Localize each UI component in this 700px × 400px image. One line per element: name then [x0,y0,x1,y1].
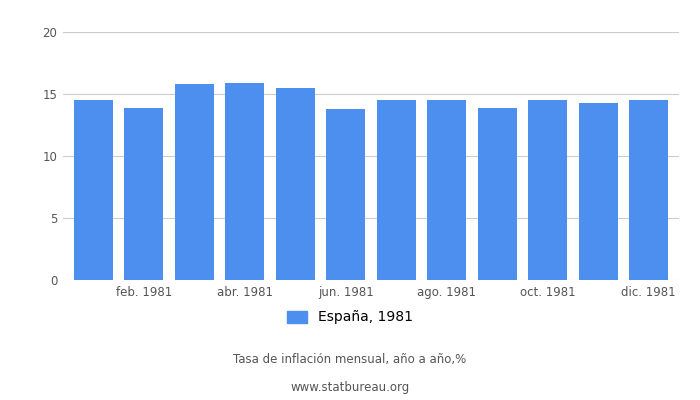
Text: www.statbureau.org: www.statbureau.org [290,382,410,394]
Bar [74,100,113,280]
Bar [124,108,164,280]
Bar [629,100,668,280]
Bar [326,109,365,280]
Bar [174,84,214,280]
Bar [578,103,618,280]
Bar [225,83,265,280]
Bar [377,100,416,280]
Bar [477,108,517,280]
Bar [427,100,466,280]
Bar [276,88,315,280]
Text: Tasa de inflación mensual, año a año,%: Tasa de inflación mensual, año a año,% [233,354,467,366]
Bar [528,100,568,280]
Legend: España, 1981: España, 1981 [281,305,419,330]
